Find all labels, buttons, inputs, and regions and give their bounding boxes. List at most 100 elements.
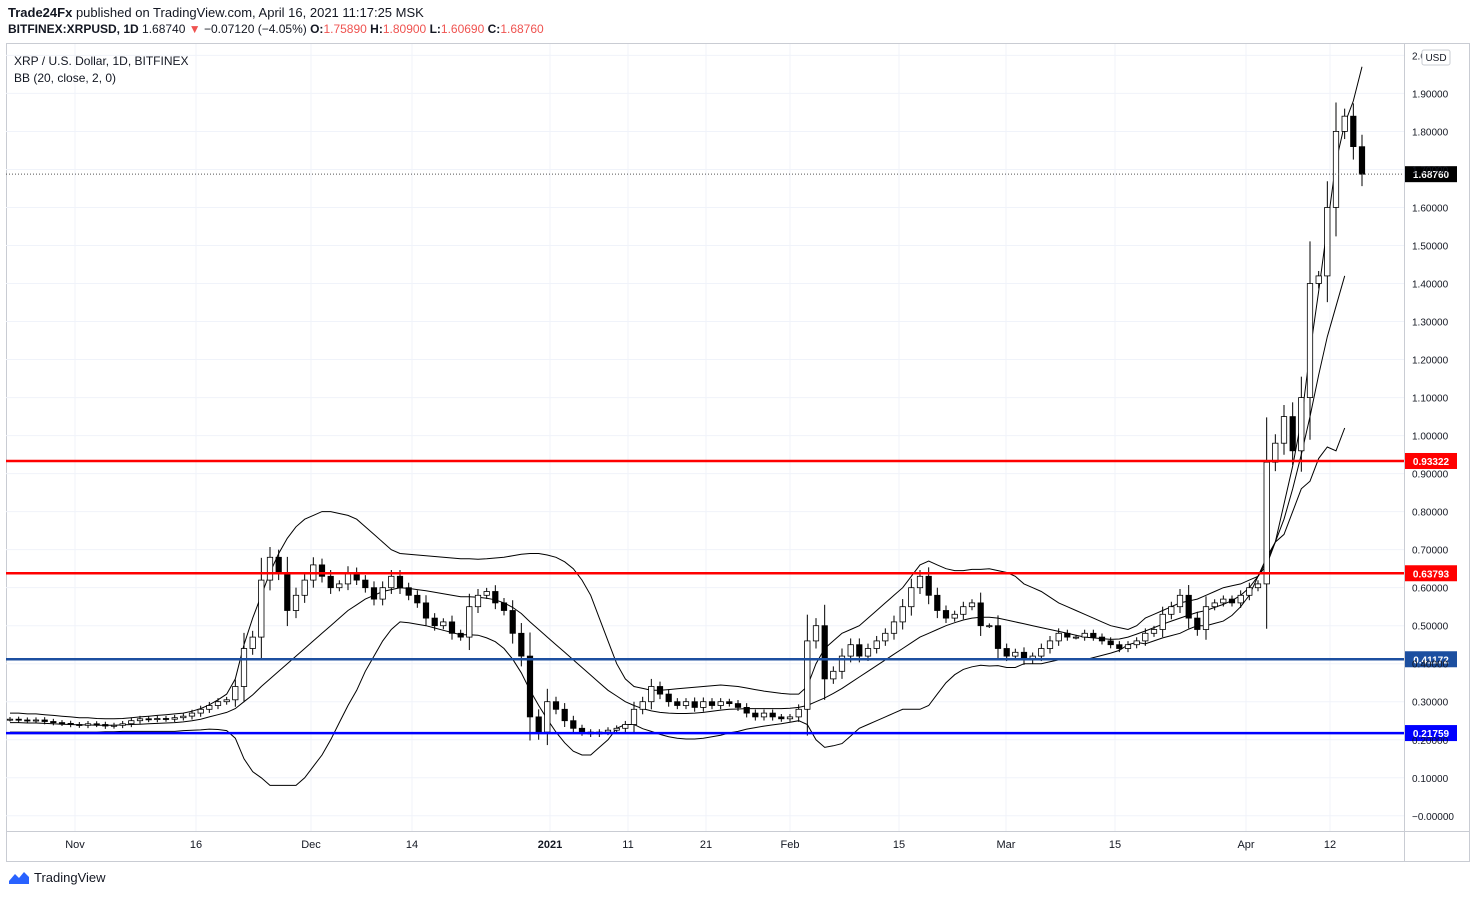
candle-body [977, 602, 984, 627]
candle-body [457, 632, 464, 638]
candles [6, 102, 1366, 746]
candle-body [223, 699, 230, 703]
level-badge [1405, 651, 1457, 668]
candle-body [180, 715, 187, 719]
candle-body [552, 701, 560, 710]
candle-body [830, 670, 837, 680]
candle-body [1142, 632, 1149, 642]
open-value: 1.75890 [323, 22, 367, 36]
candle-body [301, 579, 308, 596]
candle-body [275, 556, 282, 573]
candle-body [1124, 644, 1132, 649]
candle-body [622, 724, 629, 729]
symbol-label: BITFINEX:XRPUSD, 1D [8, 22, 139, 36]
level-badge [1405, 565, 1457, 582]
time-axis[interactable]: Nov 16 Dec 14 2021 11 21 Feb 15 Mar 15 Apr 12 [65, 839, 1336, 851]
candle-body [1263, 461, 1270, 585]
candle-body [41, 719, 48, 722]
x-tick-label: 12 [1324, 839, 1336, 851]
candle-body [388, 575, 395, 589]
candle-body [249, 636, 256, 649]
candle-body [1315, 275, 1322, 284]
candle-body [1072, 636, 1080, 639]
level-badge [1405, 452, 1457, 469]
candle-body [318, 564, 326, 577]
candle-body [6, 718, 14, 721]
candle-body [284, 572, 291, 611]
candle-body [786, 716, 794, 720]
candle-body [171, 717, 178, 720]
level-label: 0.63793 [1413, 569, 1450, 580]
price-axis[interactable]: 2.000001.900001.800001.700001.600001.500… [1412, 51, 1454, 822]
candle-body [431, 617, 438, 627]
candle-body [474, 594, 482, 608]
y-tick-label: 1.50000 [1412, 242, 1449, 253]
candle-body [1003, 648, 1010, 657]
close-label: C: [487, 22, 501, 36]
candle-body [526, 655, 534, 718]
candle-body [1012, 651, 1019, 657]
grid [6, 44, 1404, 831]
y-tick-label: 1.60000 [1412, 203, 1449, 214]
candle-body [656, 686, 664, 695]
x-tick-label: 2021 [538, 839, 562, 851]
tradingview-brand: TradingView [34, 869, 106, 885]
currency-label: USD [1425, 53, 1446, 64]
candle-body [518, 632, 525, 657]
author-name[interactable]: Trade24Fx [8, 5, 73, 20]
x-tick-label: 11 [622, 839, 633, 851]
x-tick-label: Feb [781, 839, 800, 851]
candle-body [1272, 442, 1279, 463]
legend-indicator[interactable]: BB (20, close, 2, 0) [14, 71, 116, 85]
candle-body [934, 594, 941, 611]
level-label: 0.41172 [1413, 655, 1449, 666]
bollinger-bands [10, 66, 1363, 786]
candle-body [1280, 416, 1288, 444]
candle-body [968, 602, 976, 608]
x-tick-label: Apr [1237, 839, 1254, 851]
candle-body [726, 701, 733, 705]
candle-body [778, 716, 785, 720]
candle-body [674, 701, 681, 706]
y-tick-label: 0.10000 [1412, 774, 1449, 785]
candle-body [1055, 632, 1062, 642]
y-tick-label: 1.70000 [1412, 165, 1449, 176]
x-tick-label: Nov [65, 839, 85, 851]
candle-body [960, 606, 967, 615]
candle-body [544, 701, 551, 733]
candle-body [448, 621, 456, 634]
chart-frame [6, 43, 1470, 862]
candle-body [1298, 397, 1305, 452]
y-tick-label: 0.50000 [1412, 622, 1449, 633]
candle-body [1081, 632, 1088, 638]
y-tick-label: 1.90000 [1412, 89, 1449, 100]
y-tick-label: 1.10000 [1412, 394, 1449, 405]
candle-body [1332, 130, 1340, 208]
candle-body [492, 591, 499, 604]
horizontal-levels[interactable]: 0.93322 0.63793 0.41172 0.21759 1.68760 [6, 166, 1457, 742]
y-tick-label: 1.80000 [1412, 127, 1449, 138]
candle-body [578, 727, 586, 733]
candle-body [760, 712, 768, 718]
candle-body [1194, 617, 1201, 630]
candle-body [908, 587, 915, 608]
published-line: Trade24Fx published on TradingView.com, … [8, 5, 424, 20]
candle-body [466, 606, 473, 638]
candle-body [405, 587, 412, 596]
candle-body [15, 718, 22, 721]
candle-body [136, 718, 144, 722]
candle-body [916, 575, 924, 589]
candle-body [1220, 598, 1227, 604]
candle-body [847, 644, 854, 657]
currency-badge[interactable] [1421, 49, 1451, 66]
bb-middle-line [10, 275, 1346, 726]
candle-body [440, 621, 447, 627]
y-tick-label: 0.80000 [1412, 508, 1449, 519]
low-label: L: [429, 22, 441, 36]
tradingview-logo[interactable]: TradingView [8, 869, 106, 885]
candle-body [561, 708, 568, 722]
candle-body [873, 640, 880, 649]
candle-body [379, 587, 386, 600]
candle-body [76, 724, 83, 726]
